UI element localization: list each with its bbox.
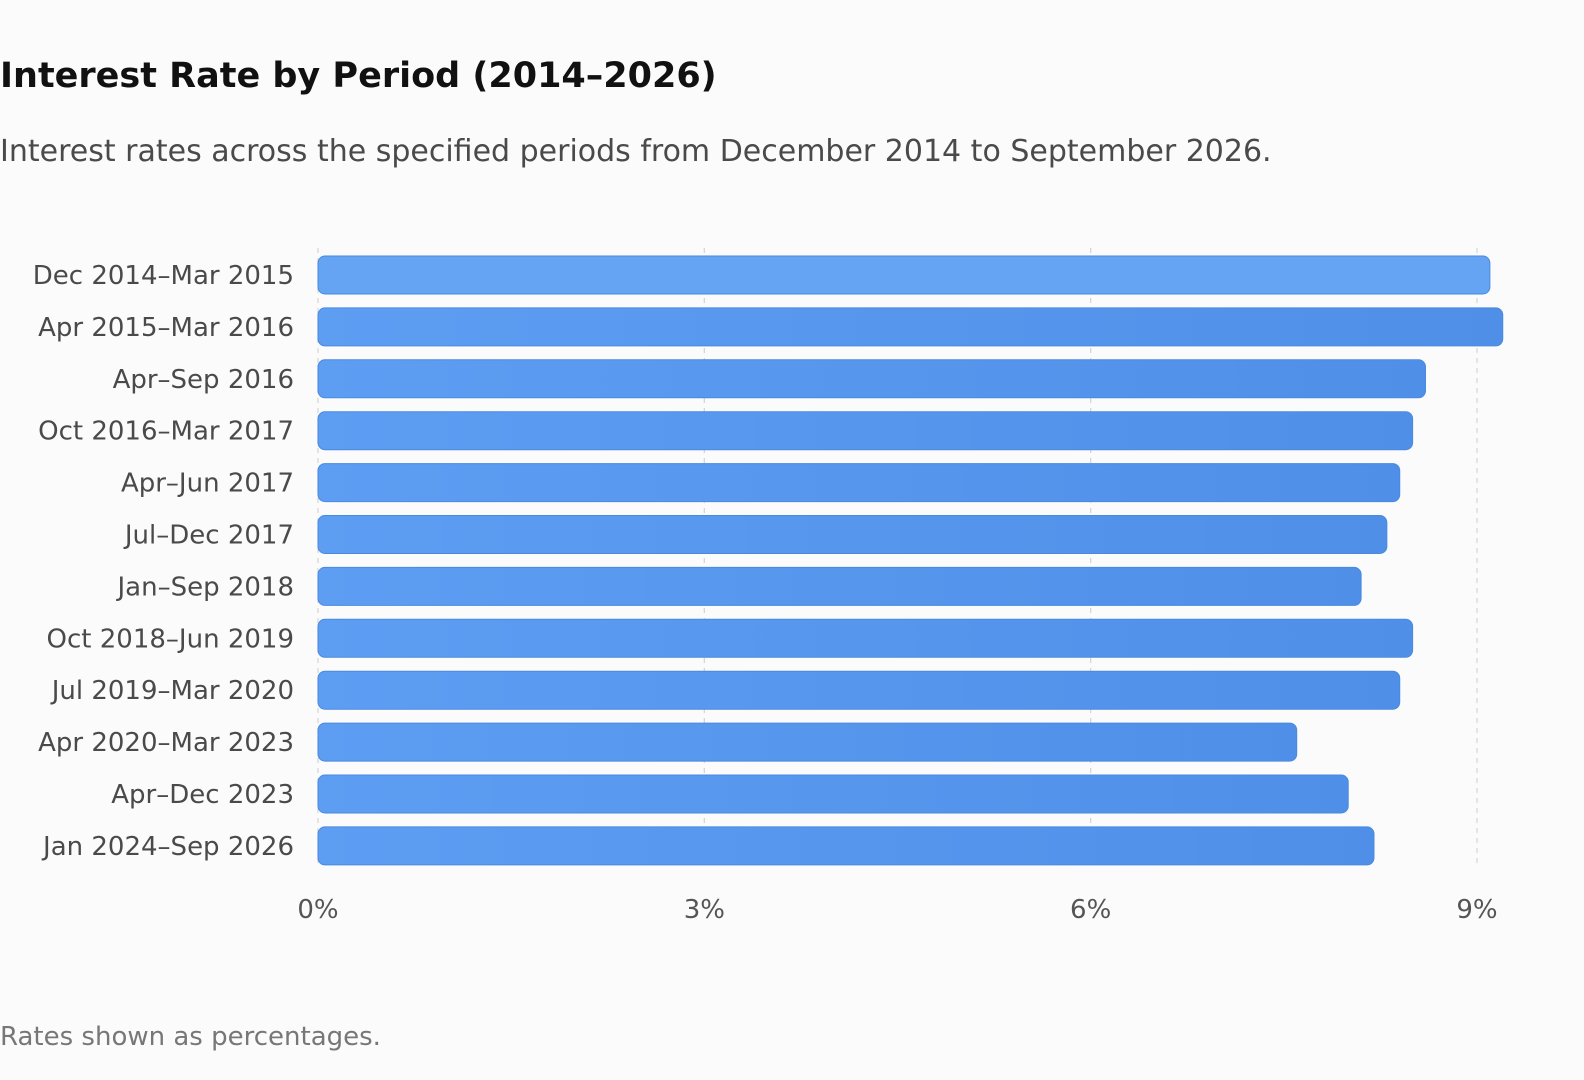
category-label: Jan 2024–Sep 2026 (41, 832, 294, 862)
category-label: Jul–Dec 2017 (123, 521, 294, 551)
gridlines (317, 248, 1478, 868)
bar-chart: Dec 2014–Mar 2015 Apr 2015–Mar 2016 Apr–Se… (33, 248, 1504, 925)
category-label: Dec 2014–Mar 2015 (33, 261, 294, 291)
bar (317, 618, 1414, 658)
x-tick-label: 0% (297, 895, 338, 925)
bar (317, 722, 1298, 762)
bar (317, 566, 1362, 606)
chart-subtitle: Interest rates across the specified peri… (0, 134, 1272, 169)
bar (317, 826, 1375, 866)
chart-title: Interest Rate by Period (2014–2026) (0, 56, 717, 96)
x-tick-label: 6% (1070, 895, 1111, 925)
category-label: Apr 2015–Mar 2016 (38, 313, 294, 343)
bar (317, 255, 1491, 295)
bar (317, 670, 1401, 710)
x-axis-tick-labels: 0% 3% 6% 9% (297, 895, 1497, 925)
category-label: Apr–Sep 2016 (113, 365, 294, 395)
bar (317, 411, 1414, 451)
category-label: Apr–Dec 2023 (111, 780, 294, 810)
category-label: Apr 2020–Mar 2023 (38, 728, 294, 758)
bar (317, 463, 1401, 503)
chart-footnote: Rates shown as percentages. (0, 1022, 381, 1052)
bars (317, 255, 1504, 866)
category-label: Jan–Sep 2018 (115, 572, 294, 602)
bar (317, 307, 1504, 347)
bar (317, 359, 1426, 399)
category-labels: Dec 2014–Mar 2015 Apr 2015–Mar 2016 Apr–Se… (33, 261, 294, 862)
bar (317, 515, 1388, 554)
category-label: Jul 2019–Mar 2020 (50, 676, 294, 706)
category-label: Oct 2018–Jun 2019 (47, 624, 294, 654)
x-tick-label: 9% (1456, 895, 1497, 925)
bar (317, 774, 1349, 814)
category-label: Apr–Jun 2017 (121, 469, 294, 499)
x-tick-label: 3% (684, 895, 725, 925)
category-label: Oct 2016–Mar 2017 (38, 417, 294, 447)
